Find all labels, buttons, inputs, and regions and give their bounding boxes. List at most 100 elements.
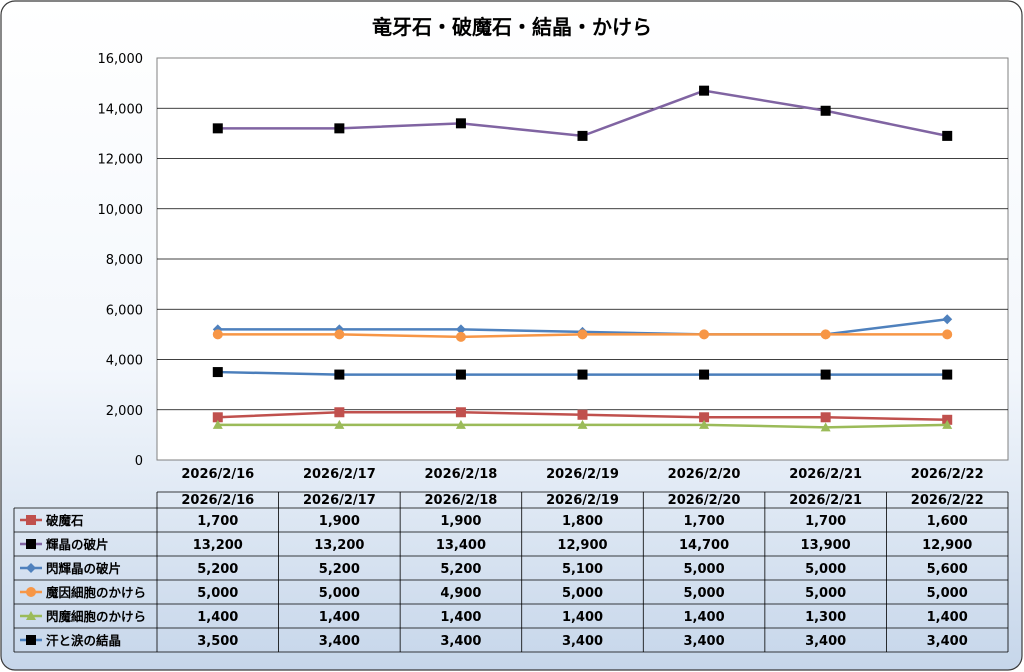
- y-tick-label: 12,000: [98, 153, 144, 168]
- series-2: [212, 85, 953, 141]
- gridlines: [157, 107, 1008, 411]
- data-point: [942, 314, 953, 325]
- x-tick-label: 2026/2/22: [911, 467, 984, 482]
- data-label: 1,300: [805, 610, 846, 625]
- x-tick-label: 2026/2/17: [303, 467, 376, 482]
- data-point: [212, 419, 223, 429]
- data-label: 3,400: [927, 634, 968, 649]
- data-point: [820, 422, 831, 432]
- y-axis-ticks: 0 2,000 4,000 6,000 8,000 10,000 12,000 14,000 1…: [98, 52, 144, 469]
- data-point: [455, 419, 466, 429]
- legend-label: 汗と涙の結晶: [46, 633, 121, 648]
- data-label: 3,400: [684, 634, 725, 649]
- data-point: [455, 118, 466, 129]
- data-point: [334, 123, 345, 134]
- data-point: [699, 329, 710, 340]
- data-label: 5,200: [440, 562, 481, 577]
- data-label: 1,600: [927, 514, 968, 529]
- y-tick-label: 6,000: [106, 303, 143, 318]
- data-point: [577, 409, 588, 420]
- data-point: [455, 331, 466, 342]
- x-tick-label: 2026/2/16: [181, 467, 254, 482]
- legend-key-marker: [26, 611, 36, 620]
- data-label: 1,800: [562, 514, 603, 529]
- table-header-cell: 2026/2/21: [789, 493, 862, 508]
- data-label: 5,000: [927, 586, 968, 601]
- data-point: [455, 407, 466, 418]
- data-label: 5,000: [319, 586, 360, 601]
- x-tick-label: 2026/2/18: [425, 467, 498, 482]
- data-label: 1,400: [684, 610, 725, 625]
- legend-key: [20, 515, 42, 525]
- data-label: 5,000: [562, 586, 603, 601]
- data-label: 3,400: [319, 634, 360, 649]
- data-label: 5,000: [684, 586, 725, 601]
- data-label: 1,900: [440, 514, 481, 529]
- legend-key: [20, 563, 42, 573]
- legend-key: [20, 635, 42, 645]
- data-label: 1,400: [927, 610, 968, 625]
- data-point: [577, 419, 588, 429]
- data-point: [820, 105, 831, 116]
- data-label: 14,700: [679, 538, 729, 553]
- data-point: [334, 407, 345, 418]
- legend-key-marker: [26, 635, 36, 645]
- legend-key-marker: [26, 539, 36, 549]
- data-label: 13,200: [193, 538, 243, 553]
- data-point: [212, 123, 223, 134]
- data-label: 12,900: [922, 538, 972, 553]
- x-axis-ticks: 2026/2/16 2026/2/17 2026/2/18 2026/2/19 2026…: [181, 467, 983, 482]
- legend-key: [20, 587, 42, 597]
- series-lines: [212, 85, 953, 432]
- data-label: 3,400: [805, 634, 846, 649]
- y-tick-label: 16,000: [98, 52, 144, 67]
- data-point: [820, 369, 831, 380]
- data-label: 5,000: [197, 586, 238, 601]
- data-label: 13,200: [314, 538, 364, 553]
- table-header-cell: 2026/2/20: [668, 493, 741, 508]
- data-point: [699, 419, 710, 429]
- data-point: [577, 130, 588, 141]
- data-point: [455, 369, 466, 380]
- data-label: 3,400: [440, 634, 481, 649]
- legend-key-marker: [26, 563, 36, 573]
- data-label: 5,000: [805, 586, 846, 601]
- data-point: [942, 130, 953, 141]
- x-tick-label: 2026/2/20: [668, 467, 741, 482]
- data-point: [942, 419, 953, 429]
- table-header-cell: 2026/2/16: [181, 493, 254, 508]
- data-point: [820, 412, 831, 423]
- data-label: 5,000: [805, 562, 846, 577]
- data-point: [942, 414, 953, 425]
- data-label: 5,200: [197, 562, 238, 577]
- data-label: 12,900: [557, 538, 607, 553]
- data-label: 13,900: [801, 538, 851, 553]
- series-1: [212, 407, 953, 425]
- data-label: 13,400: [436, 538, 486, 553]
- series-5: [212, 419, 953, 432]
- data-point: [334, 419, 345, 429]
- table-header-cell: 2026/2/19: [546, 493, 619, 508]
- legend-key-marker: [26, 587, 36, 597]
- data-label: 1,400: [562, 610, 603, 625]
- x-tick-label: 2026/2/19: [546, 467, 619, 482]
- data-point: [820, 329, 831, 340]
- legend-label: 破魔石: [46, 513, 84, 528]
- legend-key-marker: [26, 515, 36, 525]
- y-tick-label: 4,000: [106, 354, 143, 369]
- data-point: [942, 369, 953, 380]
- table-header-cell: 2026/2/17: [303, 493, 376, 508]
- data-table: 2026/2/16 2026/2/17 2026/2/18 2026/2/19 2026…: [13, 491, 1009, 653]
- data-point: [212, 329, 223, 340]
- chart-title: 竜牙石・破魔石・結晶・かけら: [372, 15, 652, 39]
- data-label: 5,100: [562, 562, 603, 577]
- data-point: [334, 329, 345, 340]
- y-tick-label: 14,000: [98, 102, 144, 117]
- y-tick-label: 0: [135, 454, 143, 469]
- data-point: [334, 369, 345, 380]
- series-6: [212, 367, 953, 380]
- data-label: 5,600: [927, 562, 968, 577]
- data-point: [699, 369, 710, 380]
- series-4: [212, 329, 953, 342]
- data-label: 1,700: [684, 514, 725, 529]
